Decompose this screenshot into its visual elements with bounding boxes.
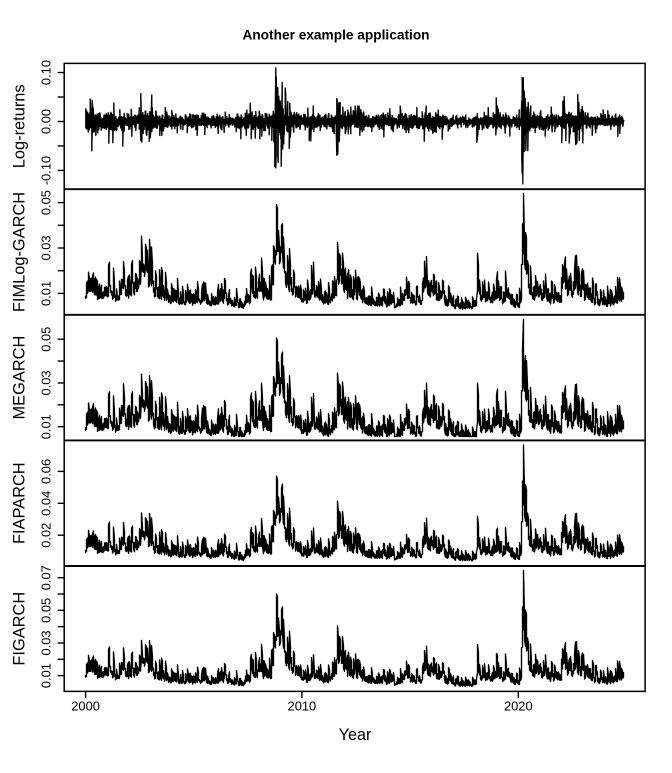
svg-text:0.03: 0.03 <box>38 370 53 395</box>
svg-text:FIAPARCH: FIAPARCH <box>11 462 29 544</box>
svg-text:0.04: 0.04 <box>38 491 53 516</box>
svg-text:Log-returns: Log-returns <box>11 84 29 168</box>
svg-text:0.01: 0.01 <box>38 414 53 439</box>
svg-text:0.00: 0.00 <box>38 109 53 134</box>
svg-text:0.01: 0.01 <box>38 281 53 306</box>
svg-text:0.02: 0.02 <box>38 523 53 548</box>
svg-text:0.07: 0.07 <box>38 565 53 590</box>
svg-text:0.03: 0.03 <box>38 630 53 655</box>
svg-text:0.06: 0.06 <box>38 459 53 484</box>
svg-text:Another example application: Another example application <box>242 28 429 43</box>
svg-text:FIGARCH: FIGARCH <box>11 592 29 666</box>
svg-text:-0.10: -0.10 <box>38 156 53 185</box>
svg-text:2020: 2020 <box>504 698 533 713</box>
svg-text:0.05: 0.05 <box>38 598 53 623</box>
svg-text:0.01: 0.01 <box>38 663 53 688</box>
svg-text:0.05: 0.05 <box>38 327 53 352</box>
svg-text:MEGARCH: MEGARCH <box>11 336 29 420</box>
svg-text:Year: Year <box>339 726 372 744</box>
svg-text:FIMLog-GARCH: FIMLog-GARCH <box>11 192 29 312</box>
svg-text:2000: 2000 <box>71 698 100 713</box>
svg-text:0.03: 0.03 <box>38 235 53 260</box>
svg-text:0.05: 0.05 <box>38 190 53 215</box>
svg-text:0.10: 0.10 <box>38 60 53 85</box>
svg-text:2010: 2010 <box>288 698 317 713</box>
